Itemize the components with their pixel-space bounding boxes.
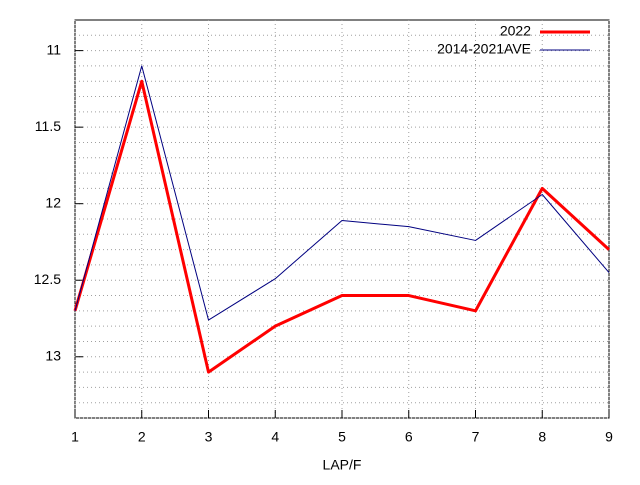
x-tick-label: 9 bbox=[605, 429, 613, 445]
series-line bbox=[74, 65, 610, 321]
x-tick-label: 5 bbox=[338, 429, 346, 445]
x-tick-label: 7 bbox=[472, 429, 480, 445]
x-tick-label: 1 bbox=[71, 429, 79, 445]
y-tick-label: 11.5 bbox=[35, 118, 61, 134]
y-tick-label: 12.5 bbox=[34, 271, 61, 287]
series-line bbox=[73, 79, 611, 374]
x-tick-label: 6 bbox=[405, 429, 413, 445]
legend-label: 2022 bbox=[500, 23, 531, 39]
x-tick-label: 3 bbox=[205, 429, 213, 445]
y-tick-label: 13 bbox=[45, 347, 61, 363]
x-tick-label: 8 bbox=[538, 429, 546, 445]
x-tick-label: 4 bbox=[271, 429, 279, 445]
legend-label: 2014-2021AVE bbox=[437, 41, 531, 57]
y-tick-label: 12 bbox=[45, 194, 61, 210]
x-axis-label: LAP/F bbox=[323, 457, 362, 473]
x-tick-label: 2 bbox=[138, 429, 146, 445]
y-tick-label: 11 bbox=[46, 41, 61, 57]
